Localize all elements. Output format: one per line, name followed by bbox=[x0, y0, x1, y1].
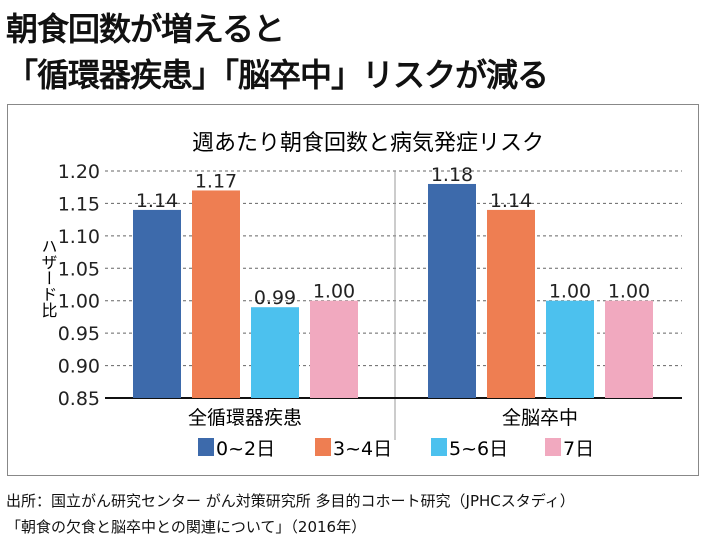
headline-line-2: 「循環器疾患」「脳卒中」リスクが減る bbox=[6, 56, 549, 94]
chart-title: 週あたり朝食回数と病気発症リスク bbox=[192, 131, 544, 156]
legend-label: 5~6日 bbox=[449, 438, 508, 460]
legend-label: 7日 bbox=[563, 438, 594, 460]
headline-line-1: 朝食回数が増えると bbox=[6, 10, 285, 48]
data-label: 1.17 bbox=[195, 170, 237, 192]
legend-label: 3~4日 bbox=[333, 438, 392, 460]
bar bbox=[487, 209, 535, 398]
legend-label: 0~2日 bbox=[216, 438, 275, 460]
bar bbox=[310, 300, 358, 398]
legend-swatch bbox=[545, 438, 561, 456]
data-label: 0.99 bbox=[254, 287, 296, 309]
y-tick-label: 0.90 bbox=[58, 356, 100, 378]
bar bbox=[546, 300, 594, 398]
bar bbox=[192, 190, 240, 398]
source-note: 出所：国立がん研究センター がん対策研究所 多目的コホート研究（JPHCスタディ… bbox=[6, 492, 575, 510]
chart-frame bbox=[7, 104, 699, 476]
y-tick-label: 1.00 bbox=[58, 291, 100, 313]
y-tick-label: 0.95 bbox=[58, 323, 100, 345]
data-label: 1.14 bbox=[490, 190, 532, 212]
bar bbox=[133, 209, 181, 398]
y-axis-label: ハザード比 bbox=[39, 238, 58, 318]
category-label: 全脳卒中 bbox=[502, 407, 578, 429]
y-tick-label: 1.10 bbox=[58, 226, 100, 248]
category-label: 全循環器疾患 bbox=[188, 407, 302, 429]
y-tick-label: 1.15 bbox=[58, 193, 100, 215]
report-title: 「朝食の欠食と脳卒中との関連について」（2016年） bbox=[6, 518, 367, 536]
bar bbox=[251, 307, 299, 398]
data-label: 1.00 bbox=[608, 281, 650, 303]
bar bbox=[605, 300, 653, 398]
bar bbox=[428, 183, 476, 398]
data-label: 1.14 bbox=[136, 190, 178, 212]
legend-swatch bbox=[431, 438, 447, 456]
data-label: 1.00 bbox=[313, 281, 355, 303]
legend-swatch bbox=[198, 438, 214, 456]
data-label: 1.00 bbox=[549, 281, 591, 303]
legend-swatch bbox=[315, 438, 331, 456]
y-tick-label: 0.85 bbox=[58, 388, 100, 410]
y-tick-label: 1.20 bbox=[58, 161, 100, 183]
data-label: 1.18 bbox=[431, 164, 473, 186]
y-tick-label: 1.05 bbox=[58, 258, 100, 280]
